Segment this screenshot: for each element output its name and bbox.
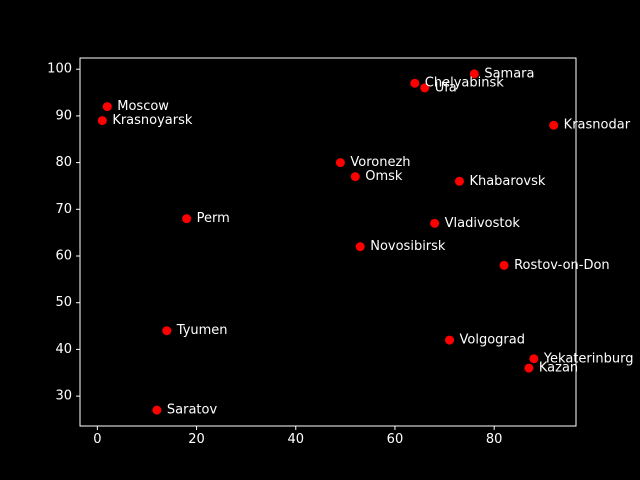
point-label-kazan: Kazan — [539, 361, 578, 376]
y-tick-label: 80 — [55, 155, 72, 170]
point-label-moscow: Moscow — [117, 99, 169, 114]
point-label-tyumen: Tyumen — [176, 323, 228, 338]
point-volgograd — [445, 335, 455, 345]
point-voronezh — [335, 158, 345, 168]
point-label-voronezh: Voronezh — [350, 155, 410, 170]
point-tyumen — [162, 326, 172, 336]
point-label-ufa: Ufa — [435, 80, 457, 95]
x-tick-label: 80 — [486, 432, 503, 447]
x-tick-label: 60 — [387, 432, 404, 447]
y-tick-label: 50 — [55, 295, 72, 310]
point-moscow — [102, 102, 112, 112]
data-layer — [97, 69, 559, 415]
x-tick-label: 40 — [287, 432, 304, 447]
point-khabarovsk — [454, 176, 464, 186]
point-label-samara: Samara — [484, 66, 534, 81]
point-yekaterinburg — [529, 354, 539, 364]
point-label-rostov-on-don: Rostov-on-Don — [514, 258, 610, 273]
point-kazan — [524, 363, 534, 373]
point-chelyabinsk — [410, 78, 420, 88]
point-krasnodar — [549, 120, 559, 130]
x-tick-label: 0 — [93, 432, 101, 447]
y-tick-label: 40 — [55, 342, 72, 357]
point-rostov-on-don — [499, 260, 509, 270]
point-label-perm: Perm — [197, 211, 230, 226]
axes-frame — [79, 57, 577, 427]
y-tick-label: 90 — [55, 108, 72, 123]
point-label-vladivostok: Vladivostok — [445, 216, 521, 231]
point-label-krasnoyarsk: Krasnoyarsk — [112, 113, 193, 128]
point-label-volgograd: Volgograd — [460, 333, 525, 348]
axes: 0 20 40 60 80 30 40 50 60 70 80 90 100 — [47, 57, 577, 447]
point-vladivostok — [430, 218, 440, 228]
point-label-saratov: Saratov — [167, 403, 218, 418]
point-label-novosibirsk: Novosibirsk — [370, 239, 446, 254]
point-label-chelyabinsk: Chelyabinsk — [425, 76, 504, 91]
point-omsk — [350, 172, 360, 182]
point-saratov — [152, 405, 162, 415]
point-ufa — [420, 83, 430, 93]
y-tick-label: 100 — [47, 62, 72, 77]
y-tick-label: 70 — [55, 202, 72, 217]
point-samara — [469, 69, 479, 79]
y-tick-label: 30 — [55, 389, 72, 404]
x-tick-label: 20 — [188, 432, 205, 447]
y-tick-label: 60 — [55, 249, 72, 264]
point-label-omsk: Omsk — [365, 169, 403, 184]
point-novosibirsk — [355, 242, 365, 252]
point-label-yekaterinburg: Yekaterinburg — [543, 351, 634, 366]
point-label-krasnodar: Krasnodar — [564, 118, 631, 133]
point-perm — [182, 214, 192, 224]
point-label-khabarovsk: Khabarovsk — [469, 174, 545, 189]
point-krasnoyarsk — [97, 116, 107, 126]
